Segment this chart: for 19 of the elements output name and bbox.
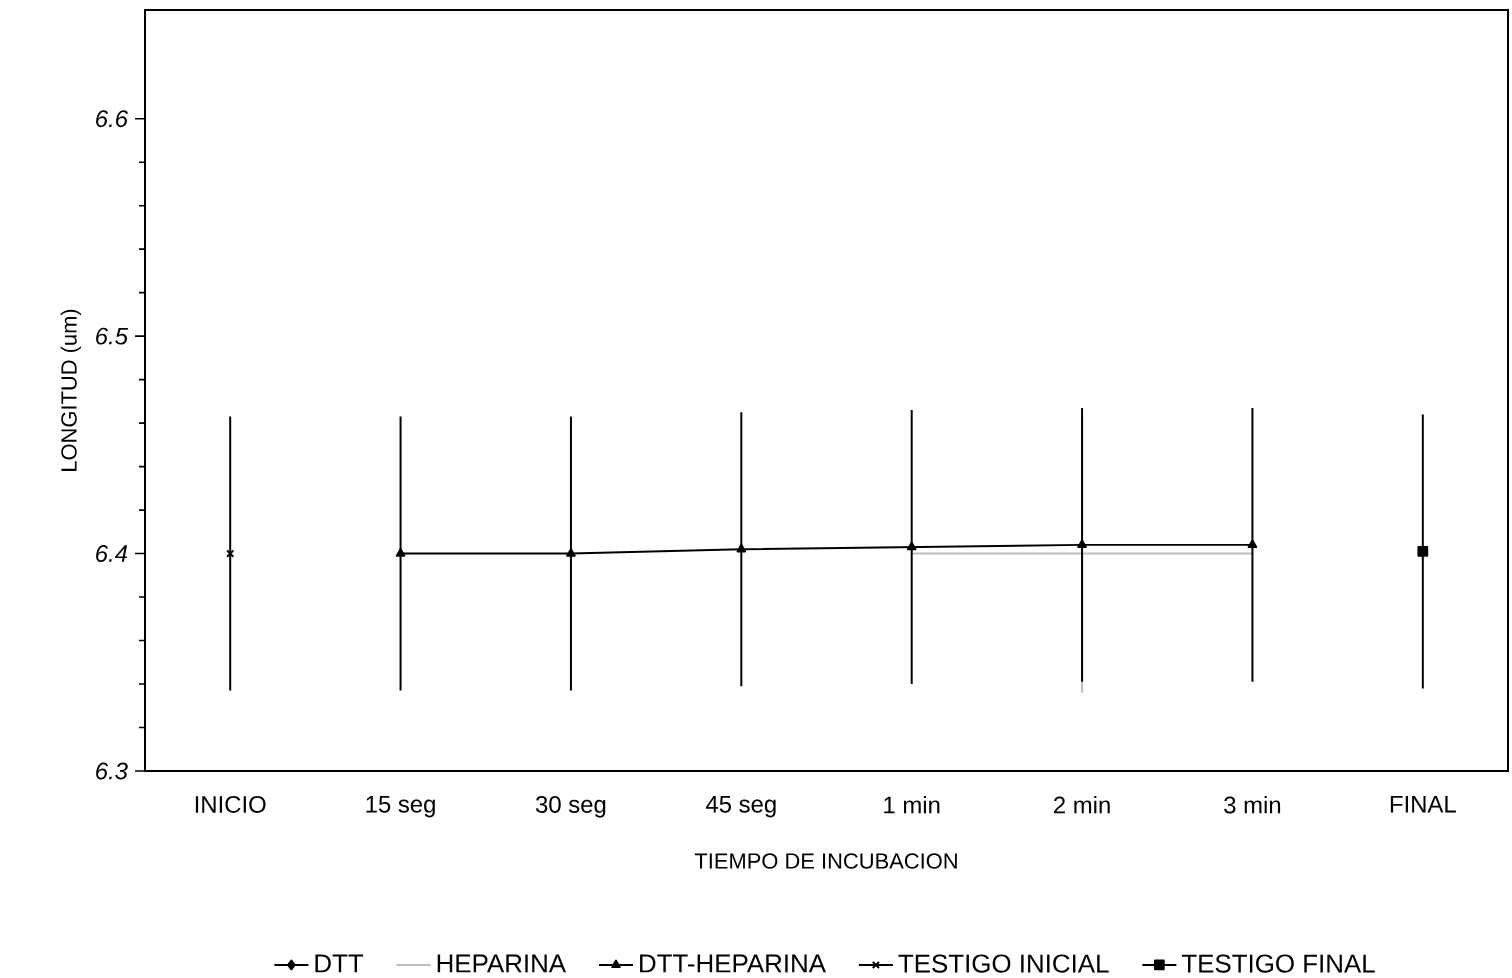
x-tick-label: 1 min [884, 795, 940, 814]
x-tick-label: 30 seg [535, 795, 606, 818]
y-tick-label: 6.4 [96, 545, 128, 563]
y-tick-label: 6.5 [96, 327, 129, 345]
y-tick-label: 6.6 [96, 110, 128, 128]
y-axis-title: LONGITUD (um) [60, 309, 82, 471]
x-axis-title: TIEMPO DE INCUBACION [694, 853, 957, 869]
legend-label: HEPARINA [437, 954, 567, 973]
x-tick-label: 15 seg [366, 795, 435, 818]
legend-label: DTT [315, 954, 364, 973]
x-tick-label: 45 seg [705, 795, 776, 818]
x-tick-label: 2 min [1054, 795, 1110, 814]
y-tick-label: 6.3 [96, 762, 128, 780]
legend-label: TESTIGO FINAL [1181, 954, 1375, 973]
x-tick-label: INICIO [195, 795, 266, 813]
legend-label: TESTIGO INICIAL [898, 954, 1109, 973]
x-tick-label: FINAL [1390, 795, 1456, 813]
x-tick-label: 3 min [1224, 795, 1281, 814]
legend-label: DTT-HEPARINA [640, 954, 826, 973]
